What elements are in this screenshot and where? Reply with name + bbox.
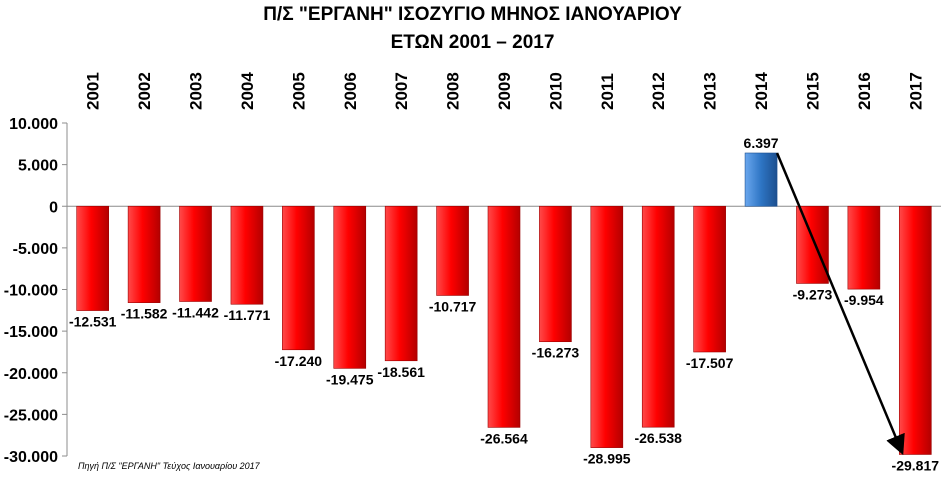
bar xyxy=(539,205,572,343)
x-tick-label: 2005 xyxy=(289,72,308,110)
bar xyxy=(693,205,726,353)
bar xyxy=(796,205,829,284)
bar xyxy=(847,205,881,290)
bar xyxy=(590,205,624,448)
y-tick-label: 10.000 xyxy=(9,116,58,133)
data-label: -29.817 xyxy=(892,457,940,473)
bar xyxy=(436,205,469,296)
bar xyxy=(384,205,418,362)
y-tick-label: -20.000 xyxy=(4,366,58,383)
data-label: -26.564 xyxy=(480,430,528,446)
bar xyxy=(230,205,264,305)
x-tick-label: 2013 xyxy=(701,72,720,110)
y-tick-label: -5.000 xyxy=(13,241,58,258)
bar xyxy=(127,205,161,303)
data-label: 6.397 xyxy=(744,135,779,151)
chart-subtitle: ΕΤΩΝ 2001 – 2017 xyxy=(390,32,555,53)
x-tick-label: 2008 xyxy=(444,72,463,110)
data-label: -19.475 xyxy=(326,371,374,387)
bar xyxy=(487,205,521,428)
x-tick-label: 2009 xyxy=(495,72,514,110)
y-tick-label: -15.000 xyxy=(4,324,58,341)
data-label: -11.582 xyxy=(121,306,168,322)
x-tick-label: 2003 xyxy=(187,72,206,110)
data-label: -10.717 xyxy=(429,298,477,314)
data-label: -17.507 xyxy=(686,355,734,371)
y-tick-label: -30.000 xyxy=(4,449,58,466)
data-label: -26.538 xyxy=(634,430,682,446)
y-tick-label: -10.000 xyxy=(4,283,58,300)
x-tick-label: 2004 xyxy=(238,72,257,110)
x-tick-label: 2016 xyxy=(855,72,874,110)
x-tick-label: 2010 xyxy=(546,72,565,110)
data-label: -9.273 xyxy=(793,286,833,302)
data-label: -16.273 xyxy=(532,345,580,361)
chart-title: Π/Σ "ΕΡΓΑΝΗ" ΙΣΟΖΥΓΙΟ ΜΗΝΟΣ ΙΑΝΟΥΑΡΙΟΥ xyxy=(263,4,682,25)
data-label: -9.954 xyxy=(844,292,884,308)
x-tick-label: 2006 xyxy=(341,72,360,110)
x-tick-label: 2014 xyxy=(752,72,771,110)
data-label: -18.561 xyxy=(377,364,425,380)
trend-arrow xyxy=(775,152,905,456)
bar xyxy=(744,152,778,207)
x-tick-label: 2011 xyxy=(598,73,617,110)
bar xyxy=(179,205,212,302)
data-label: -17.240 xyxy=(275,353,323,369)
bar xyxy=(641,205,675,428)
y-tick-label: -25.000 xyxy=(4,407,58,424)
x-tick-label: 2001 xyxy=(84,72,103,110)
bar xyxy=(282,205,315,351)
x-tick-label: 2017 xyxy=(906,72,925,110)
bar xyxy=(898,205,932,455)
x-tick-label: 2007 xyxy=(392,72,411,110)
x-tick-label: 2002 xyxy=(135,72,154,110)
x-tick-label: 2015 xyxy=(803,72,822,110)
data-label: -11.442 xyxy=(172,305,219,321)
data-label: -11.771 xyxy=(224,307,271,323)
bar xyxy=(333,205,367,369)
data-label: -12.531 xyxy=(69,314,117,330)
bar xyxy=(76,205,110,311)
source-note: Πηγή Π/Σ "ΕΡΓΑΝΗ" Τεύχος Ιανουαρίου 2017 xyxy=(78,461,260,471)
y-tick-label: 0 xyxy=(49,199,58,216)
data-label: -28.995 xyxy=(583,451,631,467)
y-tick-label: 5.000 xyxy=(18,158,58,175)
x-tick-label: 2012 xyxy=(649,72,668,110)
